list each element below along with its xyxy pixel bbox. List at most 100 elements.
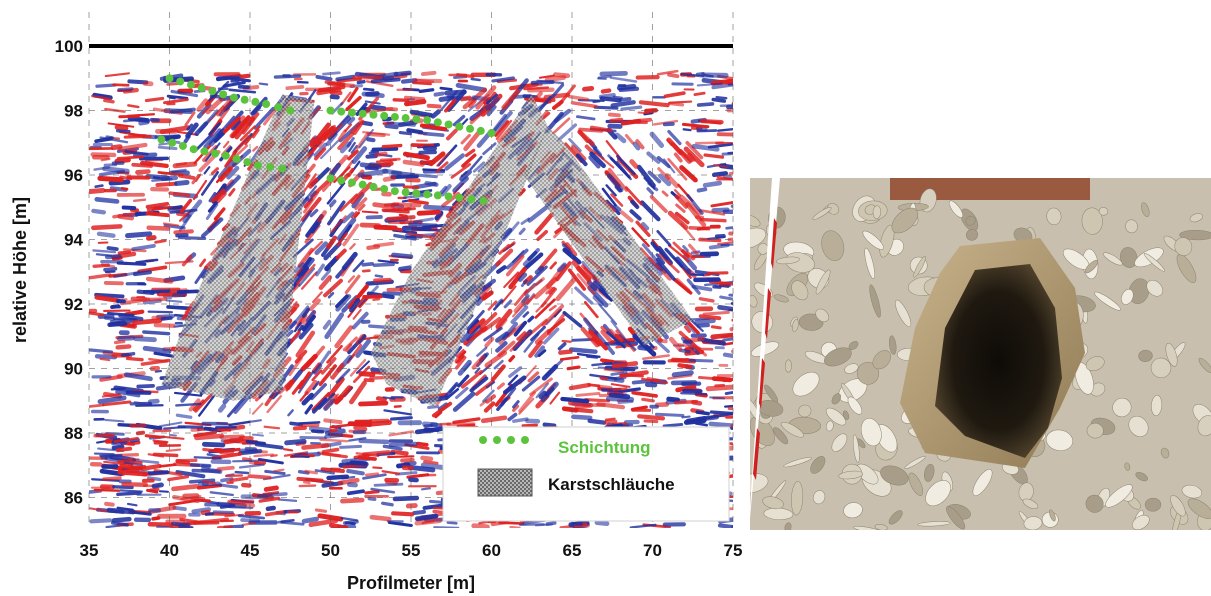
radargram-reflection <box>123 461 144 467</box>
radargram-reflection <box>583 266 602 284</box>
radargram-reflection <box>664 173 680 189</box>
radargram-reflection <box>364 490 380 495</box>
radargram-reflection <box>722 352 733 359</box>
radargram-reflection <box>111 444 125 451</box>
radargram-reflection <box>587 418 607 425</box>
radargram-reflection <box>646 187 654 195</box>
radargram-reflection <box>307 190 317 203</box>
radargram-reflection <box>304 404 313 415</box>
radargram-reflection <box>145 211 170 218</box>
radargram-reflection <box>165 299 183 303</box>
radargram-reflection <box>117 469 149 477</box>
radargram-reflection <box>133 336 157 343</box>
radargram-reflection <box>301 443 330 450</box>
radargram-reflection <box>460 369 484 389</box>
radargram-reflection <box>412 509 426 515</box>
radargram-reflection <box>639 247 661 270</box>
radargram-reflection <box>407 465 436 473</box>
radargram-reflection <box>129 438 140 443</box>
radargram-reflection <box>466 309 485 331</box>
radargram-reflection <box>605 396 635 402</box>
radargram-reflection <box>667 244 690 263</box>
rubble-stone <box>1098 207 1109 216</box>
radargram-reflection <box>455 348 465 358</box>
radargram-reflection <box>435 161 449 173</box>
radargram-reflection <box>237 448 263 456</box>
radargram-reflection <box>607 154 616 163</box>
radargram-reflection <box>342 223 360 247</box>
radargram-reflection <box>361 262 374 267</box>
radargram-reflection <box>330 362 345 380</box>
radargram-reflection <box>89 273 112 280</box>
radargram-reflection <box>230 115 251 139</box>
radargram-reflection <box>675 203 686 213</box>
radargram-reflection <box>682 245 689 252</box>
radargram-reflection <box>115 129 131 133</box>
radargram-reflection <box>683 418 707 425</box>
radargram-reflection <box>355 338 372 358</box>
schichtung-dot <box>423 116 432 125</box>
radargram-reflection <box>424 427 440 433</box>
radargram-reflection <box>562 311 583 328</box>
radargram-reflection <box>635 220 651 237</box>
schichtung-dot <box>423 190 432 199</box>
radargram-reflection <box>560 396 590 404</box>
radargram-reflection <box>201 441 226 448</box>
radargram-reflection <box>568 382 592 391</box>
schichtung-dot <box>401 114 410 123</box>
radargram-reflection <box>349 460 368 466</box>
rubble-stone <box>1124 462 1131 471</box>
photo-shaft-hole <box>935 264 1062 458</box>
radargram-reflection <box>620 118 642 126</box>
radargram-reflection <box>426 103 442 109</box>
radargram-reflection <box>512 298 530 318</box>
radargram-reflection <box>593 105 619 110</box>
radargram-reflection <box>730 423 733 428</box>
radargram-reflection <box>215 97 234 117</box>
radargram-reflection <box>308 426 332 433</box>
radargram-reflection <box>574 286 594 305</box>
radargram-reflection <box>144 96 165 103</box>
radargram-reflection <box>204 260 213 270</box>
radargram-reflection <box>114 124 129 131</box>
radargram-reflection <box>424 180 439 187</box>
radargram-reflection <box>124 150 149 156</box>
radargram-reflection <box>545 286 554 295</box>
radargram-reflection <box>382 396 396 400</box>
radargram-reflection <box>695 410 710 416</box>
radargram-reflection <box>326 344 343 364</box>
radargram-reflection <box>641 377 669 384</box>
schichtung-dot <box>274 103 283 112</box>
radargram-reflection <box>592 99 601 104</box>
radargram-reflection <box>501 321 519 341</box>
radargram-reflection <box>675 256 692 275</box>
radargram-reflection <box>163 98 189 105</box>
radargram-reflection <box>301 271 318 290</box>
radargram-reflection <box>207 201 218 213</box>
rubble-stone <box>1085 356 1105 372</box>
rubble-stone <box>843 502 863 519</box>
radargram-reflection <box>610 100 636 108</box>
radargram-reflection <box>174 179 190 186</box>
radargram-reflection <box>520 279 528 287</box>
schichtung-dot <box>165 74 174 83</box>
radargram-reflection <box>297 421 321 425</box>
radargram-reflection <box>603 368 625 373</box>
radargram-reflection <box>483 401 496 413</box>
radargram-reflection <box>132 318 163 326</box>
rubble-stone <box>1084 259 1099 274</box>
radargram-reflection <box>302 480 311 485</box>
radargram-reflection <box>94 197 120 204</box>
radargram-reflection <box>201 217 224 238</box>
radargram-reflection <box>682 166 698 183</box>
radargram-reflection <box>186 123 193 131</box>
radargram-reflection <box>314 125 335 146</box>
schichtung-dot <box>380 111 389 120</box>
radargram-reflection <box>510 305 529 324</box>
radargram-reflection <box>479 399 488 407</box>
radargram-reflection <box>682 128 692 132</box>
radargram-reflection <box>318 275 333 291</box>
radargram-reflection <box>483 326 503 342</box>
radargram-reflection <box>121 351 136 357</box>
schichtung-dot <box>229 93 238 102</box>
